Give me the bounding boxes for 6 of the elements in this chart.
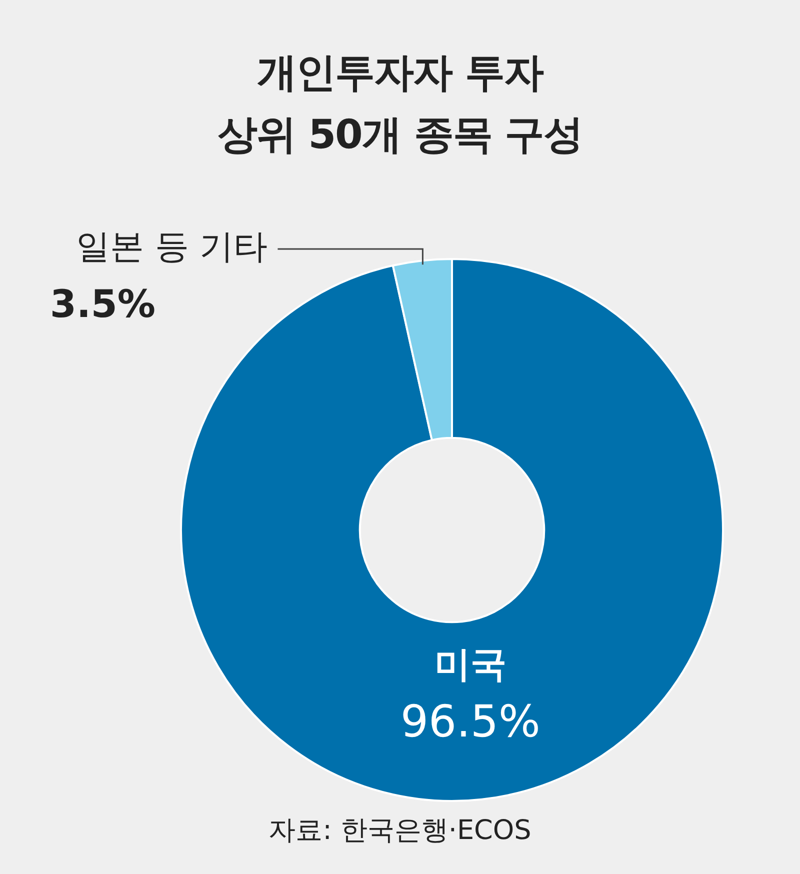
- data-label: 3.5%: [50, 282, 156, 326]
- slice-label: 미국: [434, 644, 506, 686]
- text: 자료: 한국은행·ECOS: [268, 814, 532, 848]
- chart-title: 개인투자자 투자 상위 50개 종목 구성: [216, 49, 584, 160]
- slice-label: 일본 등 기타: [76, 226, 268, 267]
- data-label: 96.5%: [400, 696, 540, 748]
